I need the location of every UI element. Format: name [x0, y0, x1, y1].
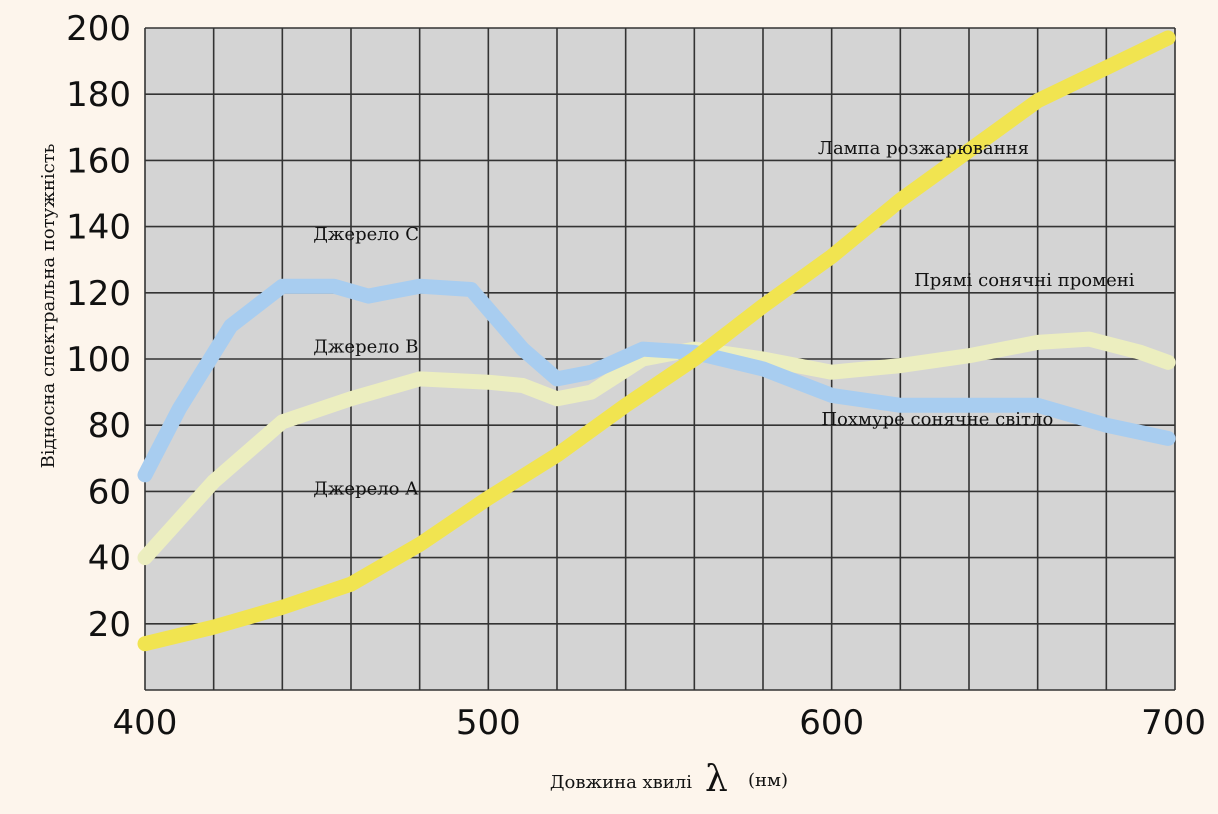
annotation-b: Джерело B: [313, 336, 418, 357]
annotation-overcast: Похмуре сонячне світло: [821, 409, 1053, 430]
annotation-c: Джерело C: [313, 224, 419, 245]
y-tick-label: 160: [66, 141, 131, 181]
y-tick-label: 180: [66, 75, 131, 115]
series-line-c: [137, 278, 1176, 483]
y-tick-label: 40: [88, 539, 131, 579]
x-tick-label: 600: [799, 703, 864, 743]
x-axis-unit: (нм): [748, 770, 788, 791]
x-tick-label: 400: [113, 703, 178, 743]
y-ticks: 20 40 60 80 100 120 140 160 180 200: [66, 9, 131, 645]
lambda-symbol: λ: [705, 759, 728, 800]
series-line-a: [137, 30, 1176, 652]
y-tick-label: 140: [66, 208, 131, 248]
series-line-b: [137, 331, 1176, 566]
series-layer: [137, 30, 1176, 652]
x-tick-label: 500: [456, 703, 521, 743]
y-tick-label: 200: [66, 9, 131, 49]
annotation-a: Джерело A: [313, 479, 419, 500]
annotation-tungsten: Лампа розжарювання: [818, 138, 1029, 159]
x-ticks: 400 500 600 700: [113, 703, 1206, 743]
y-tick-label: 20: [88, 605, 131, 645]
y-axis-title: Відносна спектральна потужність: [38, 143, 59, 468]
x-tick-label: 700: [1141, 703, 1206, 743]
annotation-direct: Прямі сонячні промені: [914, 270, 1135, 291]
x-axis-title: Довжина хвилі λ (нм): [550, 759, 788, 800]
y-tick-label: 60: [88, 472, 131, 512]
y-tick-label: 80: [88, 406, 131, 446]
y-tick-label: 120: [66, 274, 131, 314]
annotations: Лампа розжарювання Прямі сонячні промені П…: [313, 138, 1135, 500]
x-axis-label: Довжина хвилі: [550, 772, 692, 793]
y-tick-label: 100: [66, 340, 131, 380]
